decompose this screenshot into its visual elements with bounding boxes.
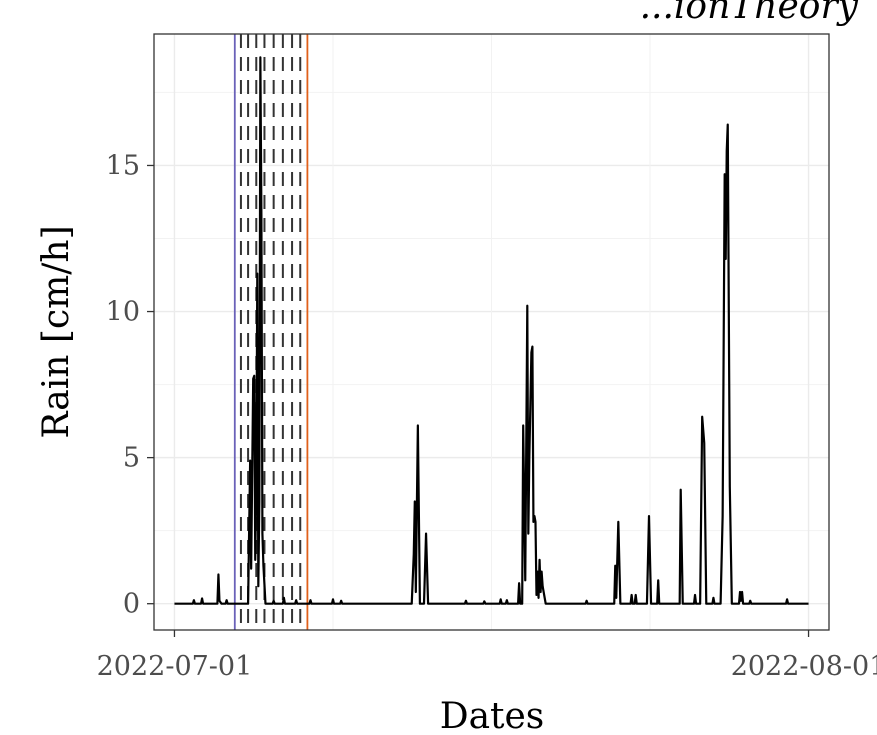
y-tick-label: 15 (106, 150, 140, 181)
y-axis-label: Rain [cm/h] (36, 225, 77, 438)
y-axis: 0 5 10 15 (106, 150, 154, 620)
x-tick-label: 2022-07-01 (97, 651, 253, 682)
x-axis-label: Dates (440, 696, 545, 735)
x-tick-label: 2022-08-01 (731, 651, 877, 682)
y-tick-label: 0 (123, 589, 140, 620)
chart-title-fragment: ...ionTheory (640, 0, 859, 27)
series-layer (174, 56, 809, 605)
vertical-markers (233, 34, 309, 630)
rain-series-line (174, 56, 809, 605)
y-tick-label: 10 (106, 297, 140, 328)
plot-panel (153, 33, 830, 631)
y-tick-label: 5 (123, 443, 140, 474)
x-axis: 2022-07-01 2022-08-01 (97, 630, 877, 682)
